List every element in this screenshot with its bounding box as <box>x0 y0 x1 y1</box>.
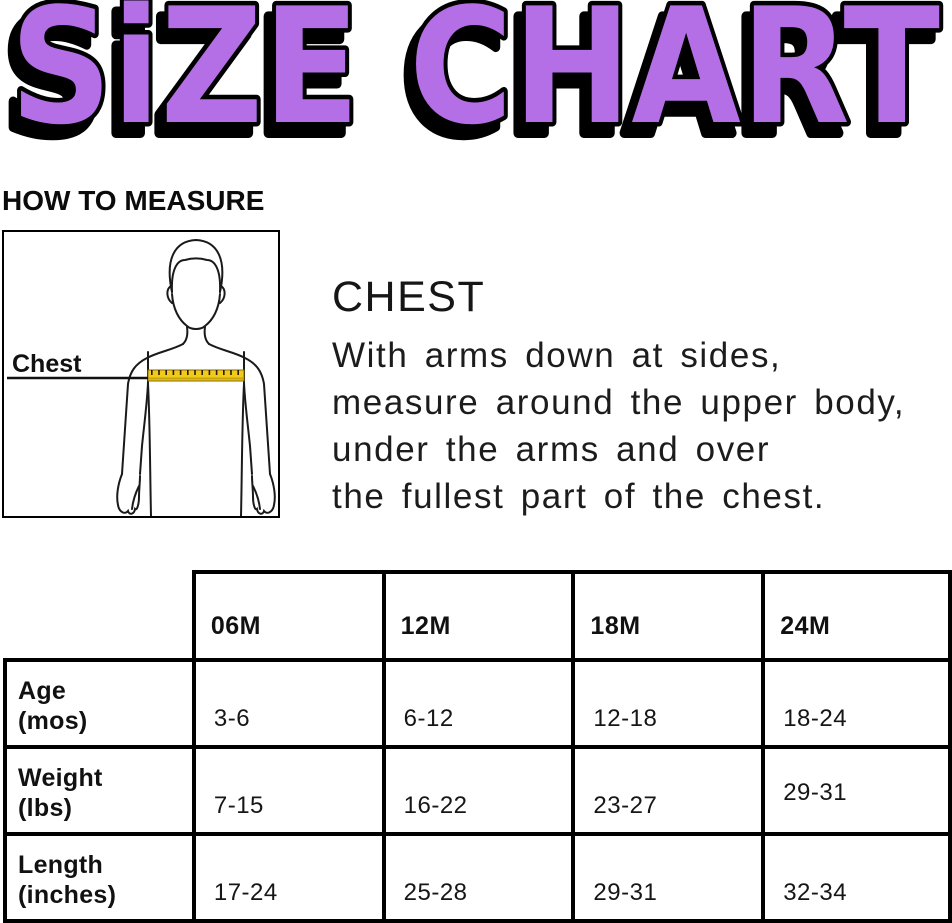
cell-weight-18m: 23-27 <box>571 745 766 836</box>
instruction-line: measure around the upper body, <box>332 383 906 422</box>
cell-length-12m: 25-28 <box>381 832 576 923</box>
title-shadow-text: SiZE CHART <box>2 0 932 152</box>
measuring-tape <box>147 369 245 382</box>
column-header-12m: 12M <box>381 570 576 662</box>
row-label-text: Weight <box>18 764 103 792</box>
measure-section: Chest CHEST With arms down at sides, mea… <box>2 230 952 520</box>
cell-length-06m: 17-24 <box>191 832 386 923</box>
table-corner-cell <box>5 572 194 660</box>
row-label-age: Age (mos) <box>3 658 196 749</box>
cell-weight-24m: 29-31 <box>761 745 952 836</box>
title-text: SiZE CHART <box>10 0 940 152</box>
size-table: 06M 12M 18M 24M Age (mos) 3-6 6-12 12-18… <box>3 570 952 923</box>
row-label-weight: Weight (lbs) <box>3 745 196 836</box>
column-header-18m: 18M <box>571 570 766 662</box>
cell-age-24m: 18-24 <box>761 658 952 749</box>
cell-weight-12m: 16-22 <box>381 745 576 836</box>
table-row-weight: Weight (lbs) 7-15 16-22 23-27 29-31 <box>3 745 952 836</box>
measurement-diagram: Chest <box>2 230 280 518</box>
table-row-length: Length (inches) 17-24 25-28 29-31 32-34 <box>3 832 952 923</box>
cell-age-12m: 6-12 <box>381 658 576 749</box>
instruction-line: the fullest part of the chest. <box>332 477 826 516</box>
cell-weight-06m: 7-15 <box>191 745 386 836</box>
instruction-line: With arms down at sides, <box>332 336 782 375</box>
row-label-text: Age <box>18 677 67 705</box>
cell-length-24m: 32-34 <box>761 832 952 923</box>
table-header-row: 06M 12M 18M 24M <box>5 570 952 662</box>
cell-age-18m: 12-18 <box>571 658 766 749</box>
instruction-line: under the arms and over <box>332 430 771 469</box>
cell-length-18m: 29-31 <box>571 832 766 923</box>
title-banner: SiZE CHART SiZE CHART <box>0 0 952 152</box>
row-label-text: Length <box>18 851 104 879</box>
row-label-unit: (mos) <box>18 707 88 735</box>
chest-heading: CHEST <box>332 273 486 321</box>
row-label-unit: (inches) <box>18 881 117 909</box>
chest-figure-label: Chest <box>12 350 82 378</box>
cell-age-06m: 3-6 <box>191 658 386 749</box>
row-label-unit: (lbs) <box>18 794 73 822</box>
column-header-24m: 24M <box>761 570 952 662</box>
chest-instructions: CHEST With arms down at sides, measure a… <box>332 230 905 520</box>
row-label-length: Length (inches) <box>3 832 196 923</box>
body-figure-illustration: Chest <box>7 238 276 516</box>
table-row-age: Age (mos) 3-6 6-12 12-18 18-24 <box>3 658 952 749</box>
size-chart-title: SiZE CHART SiZE CHART <box>0 0 945 152</box>
how-to-measure-heading: HOW TO MEASURE <box>2 185 265 216</box>
column-header-06m: 06M <box>191 570 386 662</box>
